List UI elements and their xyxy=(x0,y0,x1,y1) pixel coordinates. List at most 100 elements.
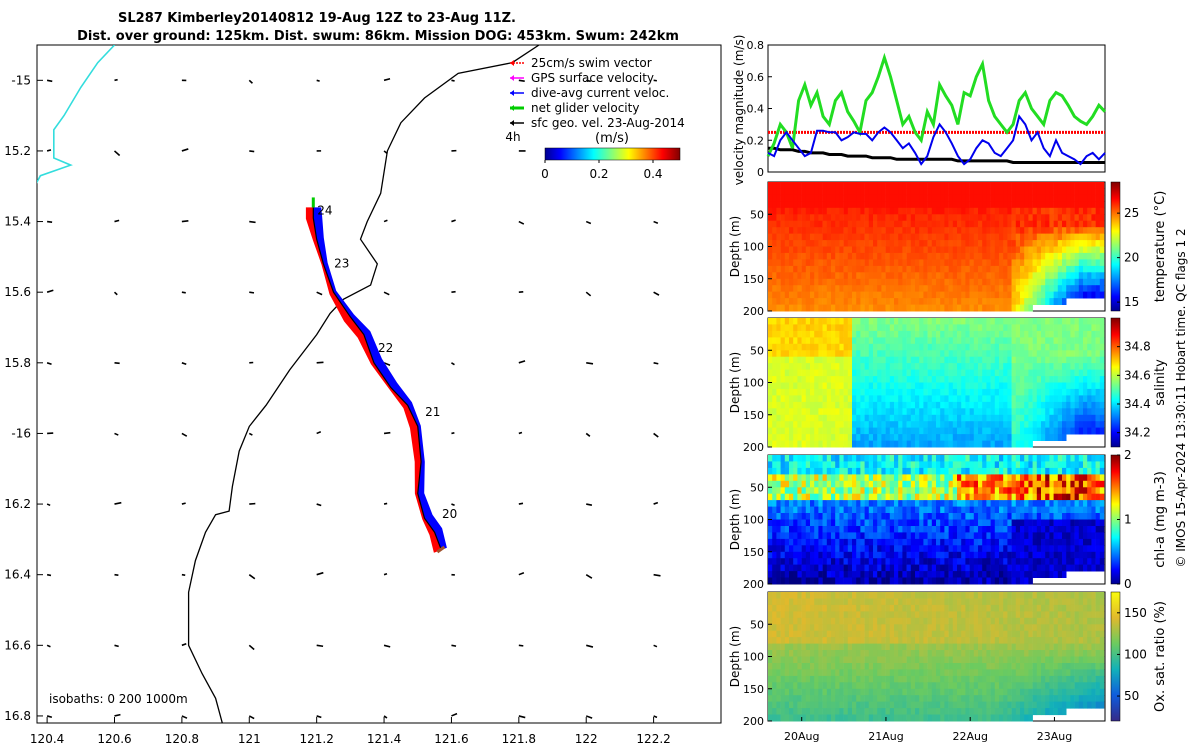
salinity-cell xyxy=(877,427,882,435)
salinity-cell xyxy=(1099,382,1105,390)
temperature-cell xyxy=(961,220,966,228)
chl-a-cell xyxy=(864,545,870,553)
temperature-cell xyxy=(910,182,916,189)
chl-a-cell xyxy=(994,571,1000,578)
chl-a-cell xyxy=(801,500,807,507)
chl-a-cell xyxy=(814,526,819,533)
salinity-cell xyxy=(789,369,794,377)
salinity-cell xyxy=(999,337,1004,345)
chl-a-cell xyxy=(768,493,773,501)
title-line-2: Dist. over ground: 125km. Dist. swum: 86… xyxy=(77,29,679,44)
temperature-cell xyxy=(793,220,798,228)
salinity-cell xyxy=(982,395,987,403)
temperature-cell xyxy=(856,214,861,222)
chl-a-cell xyxy=(1091,558,1096,566)
salinity-cell xyxy=(1078,376,1084,383)
salinity-cell xyxy=(961,318,966,325)
temperature-cell xyxy=(1024,265,1029,273)
chl-a-cell xyxy=(948,551,954,559)
salinity-cell xyxy=(856,414,861,422)
salinity-cell xyxy=(919,337,924,345)
chl-a-cell xyxy=(843,564,849,572)
salinity-cell xyxy=(793,318,798,325)
salinity-cell xyxy=(873,401,878,409)
temperature-cell xyxy=(1062,285,1067,293)
speed-colorbar: (m/s)0 0.2 0.4 xyxy=(541,131,681,181)
temperature-cell xyxy=(868,304,874,312)
salinity-cell xyxy=(948,401,954,409)
salinity-cell xyxy=(797,350,802,358)
salinity-cell xyxy=(1066,427,1071,435)
salinity-cell xyxy=(982,324,987,332)
chl-a-cell xyxy=(944,513,949,520)
temperature-cell xyxy=(826,227,832,235)
temperature-cell xyxy=(940,291,945,299)
salinity-cell xyxy=(889,414,895,422)
temperature-cell xyxy=(1091,265,1096,273)
chl-a-cell xyxy=(768,467,773,475)
salinity-cell xyxy=(805,440,811,448)
chl-a-cell xyxy=(818,467,823,475)
chl-a-cell xyxy=(780,467,786,475)
salinity-cell xyxy=(1007,401,1012,409)
temperature-cell xyxy=(1041,298,1046,305)
chl-a-cell xyxy=(814,467,819,475)
chl-a-cell xyxy=(1066,545,1071,553)
chl-a-cell xyxy=(894,526,899,533)
temperature-cell xyxy=(1083,214,1088,222)
chl-a-cell xyxy=(860,538,865,546)
chl-a-cell xyxy=(940,506,945,514)
salinity-cell xyxy=(805,337,811,345)
temperature-cell xyxy=(1066,259,1071,267)
chl-a-cell xyxy=(1032,455,1038,462)
chl-a-cell xyxy=(780,532,786,540)
salinity-cell xyxy=(902,343,907,351)
salinity-cell xyxy=(965,388,970,396)
salinity-cell xyxy=(923,401,928,409)
chl-a-cell xyxy=(1091,564,1096,572)
chl-a-cell xyxy=(1011,467,1017,475)
chl-a-cell xyxy=(910,500,916,507)
salinity-cell xyxy=(1091,421,1096,429)
temperature-cell xyxy=(1078,227,1084,235)
chl-a-cell xyxy=(1099,506,1105,514)
chl-a-cell xyxy=(902,487,907,495)
chl-a-cell xyxy=(957,513,962,520)
temperature-cell xyxy=(973,214,979,222)
salinity-cell xyxy=(894,324,899,332)
temperature-cell xyxy=(1062,252,1067,260)
salinity-cell xyxy=(902,337,907,345)
salinity-cell xyxy=(1062,369,1067,377)
temperature-cell xyxy=(877,272,882,280)
salinity-cell xyxy=(994,440,1000,448)
salinity-cell xyxy=(982,363,987,370)
salinity-cell xyxy=(877,337,882,345)
salinity-cell xyxy=(1078,414,1084,422)
chl-a-cell xyxy=(1032,506,1038,514)
temperature-cell xyxy=(889,207,895,215)
oxygen-cell xyxy=(768,630,773,638)
chl-a-cell xyxy=(940,474,945,482)
chl-a-cell xyxy=(1083,487,1088,495)
temperature-cell xyxy=(931,207,937,215)
chl-a-cell xyxy=(961,532,966,540)
salinity-cell xyxy=(940,434,945,441)
salinity-cell xyxy=(805,414,811,422)
chl-a-cell xyxy=(931,455,937,462)
chl-a-cell xyxy=(1003,506,1008,514)
salinity-cell xyxy=(923,434,928,441)
salinity-cell xyxy=(810,337,815,345)
salinity-cell xyxy=(923,388,928,396)
chl-a-cell xyxy=(1091,487,1096,495)
temperature-cell xyxy=(1091,252,1096,260)
chl-a-cell xyxy=(927,577,933,585)
chl-a-cell xyxy=(877,500,882,507)
salinity-cell xyxy=(818,395,823,403)
salinity-cell xyxy=(969,414,975,422)
temperature-cell xyxy=(915,194,920,202)
chl-a-cell xyxy=(961,577,966,585)
temperature-cell xyxy=(1020,194,1025,202)
salinity-cell xyxy=(768,440,773,448)
chl-a-cell xyxy=(1066,500,1071,507)
chl-a-cell xyxy=(797,532,802,540)
